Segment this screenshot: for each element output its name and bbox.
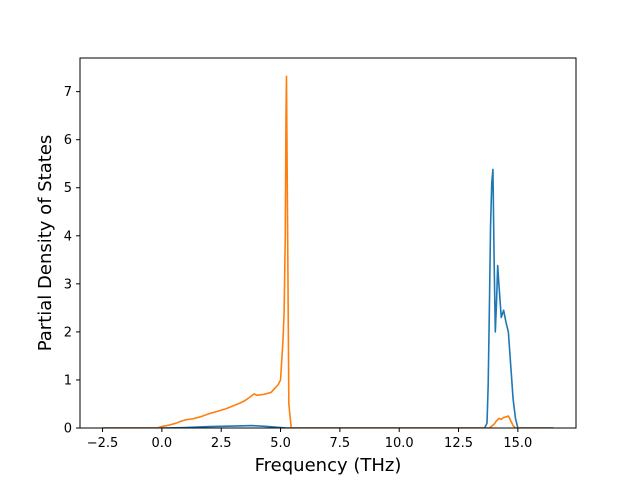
series-line-2: [102, 75, 554, 428]
x-tick-label: 2.5: [211, 436, 232, 451]
y-tick-label: 4: [64, 229, 72, 244]
y-tick-label: 2: [64, 325, 72, 340]
y-tick-label: 6: [64, 133, 72, 148]
y-tick-label: 3: [64, 277, 72, 292]
y-tick-label: 1: [64, 373, 72, 388]
x-axis: −2.5 0.0 2.5 5.0 7.5 10.0 12.5 15.0: [87, 428, 532, 451]
series-layer: [102, 75, 554, 428]
x-tick-label: 10.0: [385, 436, 414, 451]
y-axis: 0 1 2 3 4 5 6 7: [64, 85, 80, 437]
y-tick-label: 0: [64, 422, 72, 437]
y-axis-title: Partial Density of States: [35, 135, 56, 352]
series-line-1: [102, 168, 554, 428]
plot-frame: [79, 57, 577, 429]
x-axis-title: Frequency (THz): [255, 455, 402, 476]
x-tick-label: 7.5: [330, 436, 351, 451]
x-tick-label: −2.5: [87, 436, 119, 451]
x-tick-label: 12.5: [444, 436, 473, 451]
y-tick-label: 7: [64, 85, 72, 100]
x-tick-label: 15.0: [503, 436, 532, 451]
x-tick-label: 5.0: [270, 436, 291, 451]
y-tick-label: 5: [64, 181, 72, 196]
x-tick-label: 0.0: [152, 436, 173, 451]
